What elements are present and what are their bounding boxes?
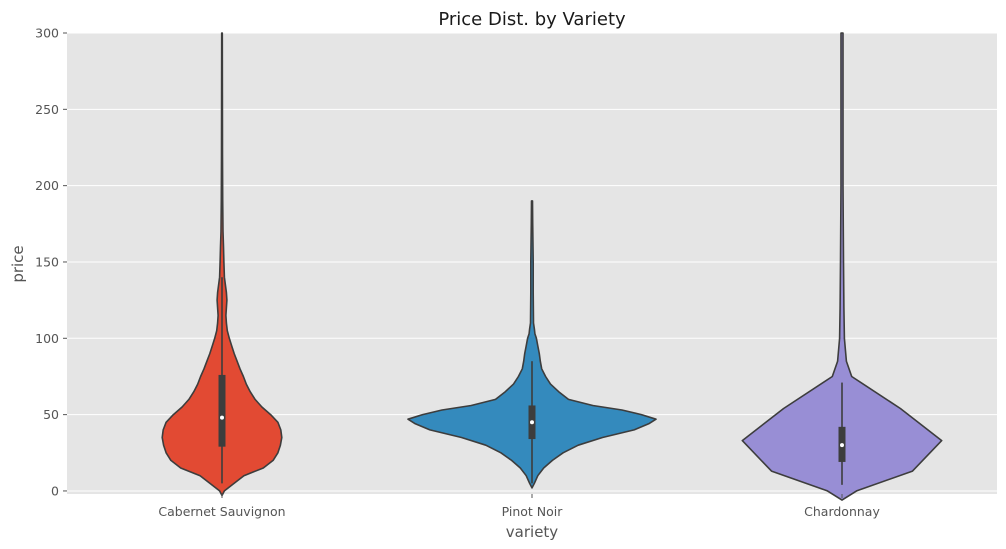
y-tick-label: 300 — [35, 26, 59, 41]
y-tick-label: 200 — [35, 178, 59, 193]
y-axis-ticks: 0 50 100 150 200 250 300 — [35, 26, 67, 498]
y-tick-label: 0 — [51, 483, 59, 498]
y-tick-label: 100 — [35, 331, 59, 346]
y-axis-label: price — [9, 245, 27, 282]
violin-median — [840, 443, 844, 448]
violin-cabernet-sauvignon — [161, 32, 283, 497]
y-tick-label: 250 — [35, 102, 59, 117]
y-tick-label: 150 — [35, 254, 59, 269]
violin-pinot-noir — [407, 200, 657, 489]
violin-median — [220, 415, 224, 420]
violins — [161, 32, 943, 501]
x-axis-label: variety — [506, 523, 559, 541]
chart-title: Price Dist. by Variety — [438, 9, 626, 30]
violin-iqr-box — [218, 374, 226, 447]
x-tick-label: Cabernet Sauvignon — [158, 504, 285, 519]
x-tick-label: Chardonnay — [804, 504, 880, 519]
x-axis-ticks: Cabernet Sauvignon Pinot Noir Chardonnay — [158, 494, 880, 519]
x-tick-label: Pinot Noir — [502, 504, 564, 519]
violin-median — [530, 420, 534, 425]
y-tick-label: 50 — [43, 407, 59, 422]
violin-chardonnay — [741, 32, 943, 501]
